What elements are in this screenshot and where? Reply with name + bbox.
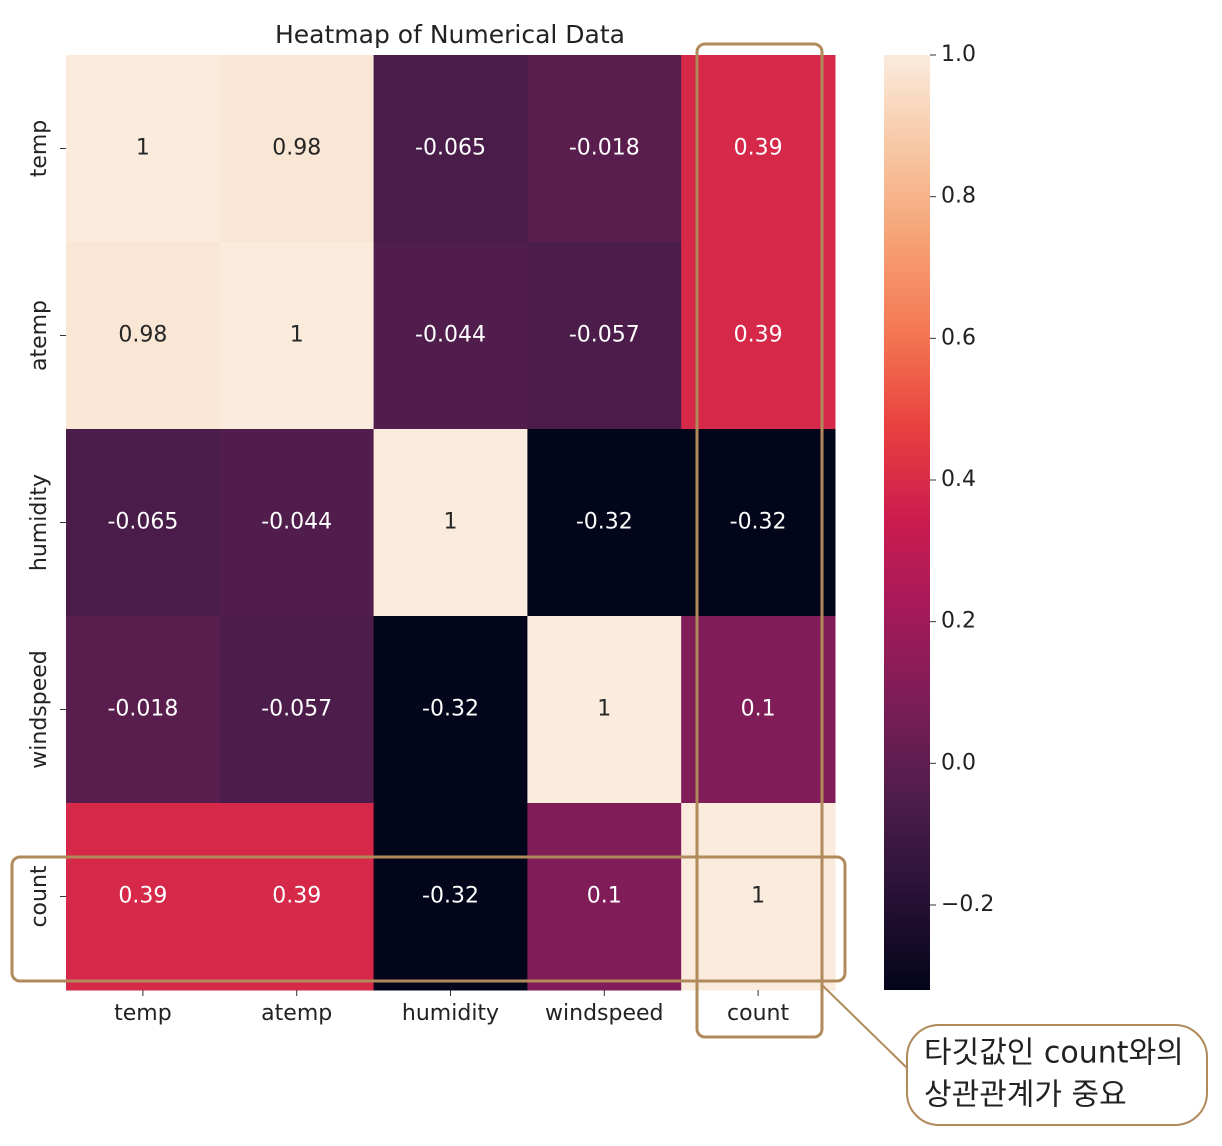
cell-label: -0.018 <box>569 136 640 161</box>
cell-label: -0.32 <box>576 510 633 535</box>
cell-label: -0.057 <box>261 697 332 722</box>
cell-label: 0.39 <box>272 884 321 909</box>
cell-label: -0.32 <box>422 697 479 722</box>
cell-label: 1 <box>444 510 458 535</box>
colorbar-tick-label: 0.8 <box>941 184 976 209</box>
cell-label: -0.32 <box>422 884 479 909</box>
callout: 타깃값인 count와의 상관관계가 중요 <box>906 1024 1208 1126</box>
y-tick-label: temp <box>27 120 52 178</box>
x-tick-label: temp <box>114 1001 172 1026</box>
cell-label: -0.065 <box>107 510 178 535</box>
colorbar <box>884 55 930 990</box>
heatmap-cell <box>373 803 528 991</box>
heatmap-cell <box>373 616 528 804</box>
cell-label: -0.32 <box>730 510 787 535</box>
heatmap-cell <box>219 803 375 991</box>
heatmap-cell <box>66 242 221 430</box>
highlight-column <box>695 42 824 1039</box>
cell-label: -0.044 <box>261 510 332 535</box>
heatmap-cell <box>527 55 682 243</box>
cell-label: 1 <box>597 697 611 722</box>
heatmap-cell <box>66 803 221 991</box>
cell-label: 0.98 <box>118 323 167 348</box>
cell-label: -0.065 <box>415 136 486 161</box>
y-tick-label: count <box>27 865 52 927</box>
heatmap-cell <box>681 616 836 804</box>
x-tick-label: count <box>727 1001 789 1026</box>
x-tick-label: windspeed <box>545 1001 663 1026</box>
callout-text: 상관관계가 중요 <box>924 1078 1127 1113</box>
callout-line <box>821 984 908 1069</box>
chart-title: Heatmap of Numerical Data <box>275 20 625 49</box>
heatmap-cell <box>681 429 836 617</box>
heatmap-cell <box>219 242 375 430</box>
cell-label: -0.018 <box>107 697 178 722</box>
callout-text: 타깃값인 count와의 <box>924 1036 1184 1071</box>
heatmap-cell <box>66 429 221 617</box>
heatmap-cell <box>66 55 221 243</box>
colorbar-tick-label: 1.0 <box>941 42 976 67</box>
heatmap-cells <box>66 55 836 991</box>
heatmap-cell <box>527 429 682 617</box>
cell-label: 1 <box>290 323 304 348</box>
cell-label: 0.39 <box>118 884 167 909</box>
colorbar-tick-label: 0.4 <box>941 467 976 492</box>
heatmap-cell <box>527 803 682 991</box>
heatmap-cell <box>373 429 528 617</box>
highlight-row <box>10 855 847 983</box>
heatmap-cell <box>373 242 528 430</box>
cell-label: 0.1 <box>587 884 622 909</box>
cell-label: 1 <box>751 884 765 909</box>
cell-label: 0.1 <box>741 697 776 722</box>
cell-label: -0.057 <box>569 323 640 348</box>
x-tick-label: atemp <box>261 1001 332 1026</box>
x-tick-label: humidity <box>402 1001 499 1026</box>
cell-label: -0.044 <box>415 323 486 348</box>
heatmap-cell <box>681 242 836 430</box>
heatmap-cell <box>219 55 375 243</box>
colorbar-tick-label: 0.6 <box>941 325 976 350</box>
y-tick-label: atemp <box>27 300 52 371</box>
colorbar-tick-label: 0.0 <box>941 750 976 775</box>
callout-box <box>906 1024 1208 1126</box>
heatmap-cell <box>219 616 375 804</box>
heatmap-cell <box>66 616 221 804</box>
heatmap-cell <box>527 242 682 430</box>
heatmap-cell <box>373 55 528 243</box>
heatmap-cell <box>527 616 682 804</box>
y-tick-label: humidity <box>27 474 52 571</box>
heatmap-cell <box>681 55 836 243</box>
heatmap-cell <box>681 803 836 991</box>
cell-label: 0.39 <box>734 136 783 161</box>
heatmap-cell <box>219 429 375 617</box>
cell-label: 1 <box>136 136 150 161</box>
cell-label: 0.98 <box>272 136 321 161</box>
cell-label: 0.39 <box>734 323 783 348</box>
colorbar-tick-label: −0.2 <box>941 892 994 917</box>
colorbar-tick-label: 0.2 <box>941 609 976 634</box>
y-tick-label: windspeed <box>27 650 52 768</box>
